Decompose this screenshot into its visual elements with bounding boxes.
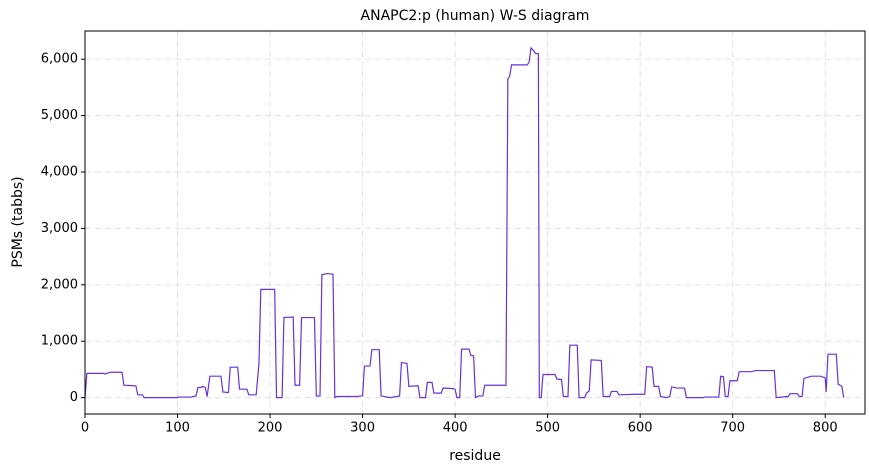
x-tick-label: 700 <box>720 421 745 436</box>
x-tick-label: 200 <box>258 421 283 436</box>
x-tick-label: 400 <box>443 421 468 436</box>
y-tick-label: 3,000 <box>41 221 78 236</box>
x-tick-label: 300 <box>350 421 375 436</box>
data-line <box>84 46 845 399</box>
y-tick-label: 0 <box>70 390 78 405</box>
x-tick-label: 0 <box>81 421 89 436</box>
y-tick-label: 5,000 <box>41 108 78 123</box>
y-tick-label: 6,000 <box>41 52 78 67</box>
chart-title: ANAPC2:p (human) W-S diagram <box>361 8 590 24</box>
x-tick-label: 600 <box>628 421 653 436</box>
y-tick-label: 2,000 <box>41 277 78 292</box>
x-tick-label: 100 <box>165 421 190 436</box>
x-tick-label: 500 <box>535 421 560 436</box>
y-tick-label: 1,000 <box>41 334 78 349</box>
x-axis-label: residue <box>449 448 501 464</box>
x-tick-label: 800 <box>813 421 838 436</box>
plot-frame <box>84 30 866 415</box>
y-tick-label: 4,000 <box>41 165 78 180</box>
y-axis-label: PSMs (tabbs) <box>10 176 26 267</box>
